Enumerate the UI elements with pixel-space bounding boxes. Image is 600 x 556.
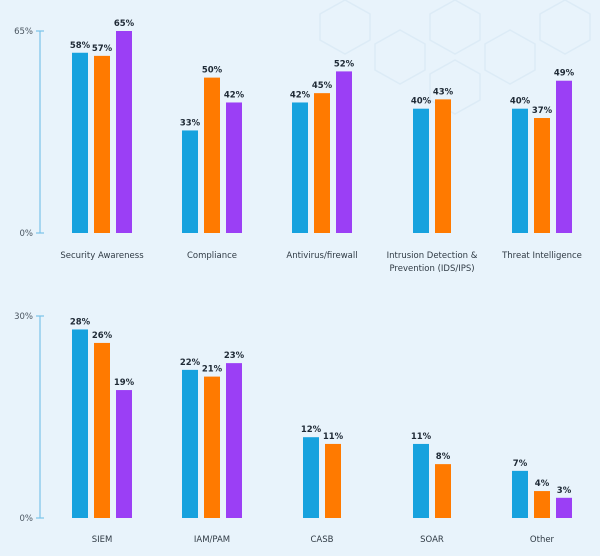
bar-3: [226, 363, 242, 518]
data-label: 43%: [433, 87, 454, 97]
chart-panel-1: 0% 65% 58% 57% 65% Security Awareness 33% 50% 42…: [14, 19, 582, 274]
category-label: SIEM: [92, 535, 113, 545]
bar-1: [413, 443, 429, 518]
data-label: 26%: [92, 331, 113, 341]
category-label: Threat Intelligence: [501, 251, 582, 261]
data-label: 42%: [224, 90, 245, 100]
bar-3: [116, 31, 132, 233]
category-label: CASB: [311, 535, 334, 545]
category-label: Other: [530, 535, 555, 545]
bar-2: [435, 464, 451, 518]
bar-1: [72, 329, 88, 518]
bar-1: [72, 52, 88, 233]
data-label: 40%: [411, 97, 432, 107]
data-label: 3%: [557, 486, 572, 496]
data-label: 49%: [554, 69, 575, 79]
data-label: 7%: [513, 459, 528, 469]
bar-1: [182, 130, 198, 233]
data-label: 42%: [290, 90, 311, 100]
y-tick-label: 0%: [20, 514, 34, 524]
data-label: 37%: [532, 106, 553, 116]
data-label: 33%: [180, 118, 201, 128]
data-label: 19%: [114, 378, 135, 388]
data-label: 58%: [70, 41, 91, 51]
bar-1: [303, 437, 319, 518]
y-tick-label: 0%: [20, 229, 34, 239]
bar-2: [204, 77, 220, 233]
data-label: 65%: [114, 19, 135, 29]
chart-panel-2: 0%30%28%26%19%SIEM22%21%23%IAM/PAM12%11%…: [14, 312, 572, 545]
category-label: Intrusion Detection & Prevention (IDS/IPS…: [387, 251, 478, 274]
bar-2: [94, 342, 110, 518]
data-label: 21%: [202, 365, 223, 375]
data-label: 28%: [70, 317, 91, 327]
y-tick-label: 30%: [14, 312, 33, 322]
bar-1: [512, 470, 528, 518]
category-label: SOAR: [420, 535, 444, 545]
bar-2: [534, 118, 550, 233]
bar-2: [435, 99, 451, 233]
data-label: 8%: [436, 452, 451, 462]
category-label: Antivirus/firewall: [286, 251, 357, 261]
category-label: Security Awareness: [60, 251, 144, 261]
bar-3: [556, 497, 572, 518]
data-label: 22%: [180, 358, 201, 368]
data-label: 23%: [224, 351, 245, 361]
bar-1: [182, 369, 198, 518]
data-label: 4%: [535, 479, 550, 489]
category-label: IAM/PAM: [194, 535, 230, 545]
bar-2: [94, 55, 110, 233]
bar-3: [556, 80, 572, 233]
data-label: 50%: [202, 66, 223, 76]
data-label: 40%: [510, 97, 531, 107]
data-label: 12%: [301, 425, 322, 435]
bar-1: [512, 108, 528, 233]
bar-1: [292, 102, 308, 233]
data-label: 52%: [334, 59, 355, 69]
bar-2: [314, 93, 330, 234]
bar-2: [204, 376, 220, 518]
data-label: 11%: [323, 432, 344, 442]
category-label: Compliance: [187, 251, 237, 261]
y-tick-label: 65%: [14, 27, 33, 37]
bar-2: [534, 491, 550, 518]
bar-1: [413, 108, 429, 233]
data-label: 57%: [92, 44, 113, 54]
data-label: 11%: [411, 432, 432, 442]
bar-3: [116, 390, 132, 518]
bar-3: [226, 102, 242, 233]
bar-3: [336, 71, 352, 234]
bar-2: [325, 443, 341, 518]
data-label: 45%: [312, 81, 333, 91]
